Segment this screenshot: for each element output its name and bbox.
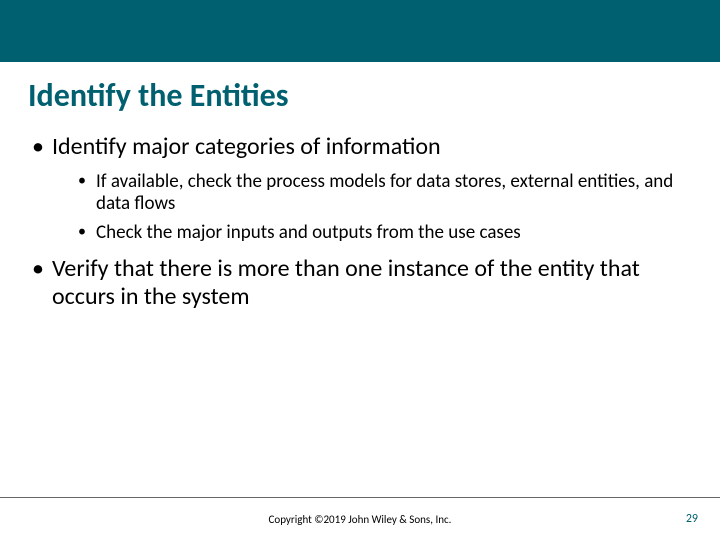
bullet-text: Identify major categories of information xyxy=(52,132,441,161)
copyright-text: Copyright ©2019 John Wiley & Sons, Inc. xyxy=(0,513,720,526)
bullet-level2: If available, check the process models f… xyxy=(74,171,692,217)
bullet-text: Verify that there is more than one insta… xyxy=(52,254,640,311)
slide-content: Identify major categories of information… xyxy=(28,133,692,310)
slide-title: Identify the Entities xyxy=(28,76,720,115)
bullet-text: If available, check the process models f… xyxy=(96,170,673,216)
footer-divider xyxy=(0,497,720,498)
header-bar xyxy=(0,0,720,62)
bullet-text: Check the major inputs and outputs from … xyxy=(96,221,521,244)
bullet-level1: Identify major categories of information… xyxy=(28,133,692,245)
bullet-level1: Verify that there is more than one insta… xyxy=(28,255,692,310)
bullet-level2: Check the major inputs and outputs from … xyxy=(74,222,692,245)
page-number: 29 xyxy=(686,512,698,526)
